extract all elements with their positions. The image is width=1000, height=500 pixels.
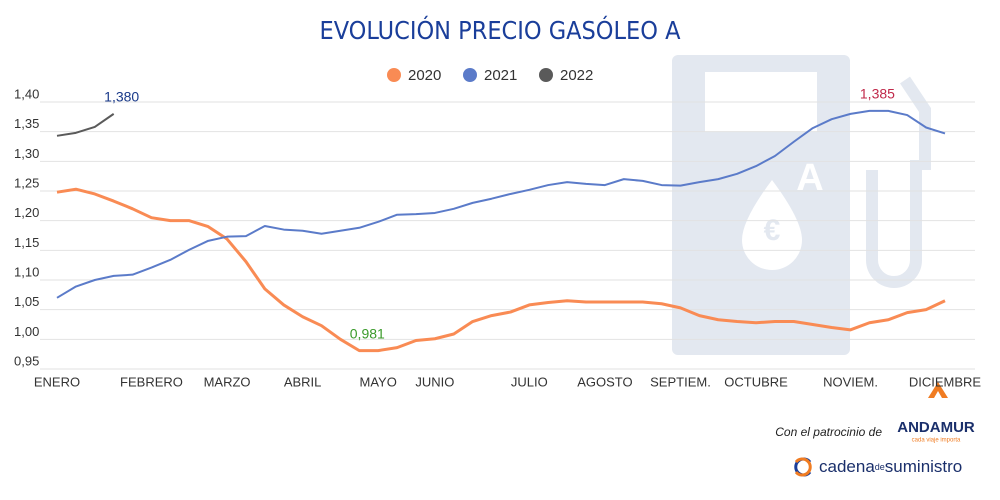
sponsor-tagline: cada viaje importa — [912, 438, 961, 444]
x-tick-label: FEBRERO — [120, 374, 183, 389]
sponsor-name: ANDAMUR — [897, 419, 975, 436]
brand-part: cadena — [819, 457, 875, 476]
x-tick-label: OCTUBRE — [724, 374, 788, 389]
y-tick-label: 0,95 — [14, 353, 39, 368]
y-tick-label: 1,05 — [14, 294, 39, 309]
legend-swatch — [539, 68, 553, 82]
x-tick-label: ABRIL — [284, 374, 322, 389]
x-tick-label: MAYO — [360, 374, 397, 389]
value-label: 0,981 — [350, 325, 385, 341]
value-label: 1,385 — [860, 86, 895, 102]
x-tick-label: JULIO — [511, 374, 548, 389]
legend-label: 2021 — [484, 67, 517, 84]
x-tick-label: NOVIEM. — [823, 374, 878, 389]
legend-swatch — [387, 68, 401, 82]
legend-label: 2022 — [560, 67, 593, 84]
x-tick-label: SEPTIEM. — [650, 374, 711, 389]
x-tick-label: AGOSTO — [577, 374, 632, 389]
y-tick-label: 1,10 — [14, 264, 39, 279]
x-tick-label: ENERO — [34, 374, 80, 389]
footer: Con el patrocinio de ANDAMUR cada viaje … — [775, 382, 975, 477]
y-tick-label: 1,15 — [14, 235, 39, 250]
chart-title: EVOLUCIÓN PRECIO GASÓLEO A — [320, 15, 682, 45]
y-tick-label: 1,20 — [14, 205, 39, 220]
y-tick-label: 1,30 — [14, 146, 39, 161]
x-tick-label: JUNIO — [415, 374, 454, 389]
y-tick-label: 1,25 — [14, 175, 39, 190]
y-tick-label: 1,40 — [14, 86, 39, 101]
brand-text: cadenadesuministro — [819, 457, 962, 476]
legend-swatch — [463, 68, 477, 82]
x-tick-label: DICIEMBRE — [909, 374, 982, 389]
value-label: 1,380 — [104, 89, 139, 105]
x-tick-label: MARZO — [204, 374, 251, 389]
svg-text:A: A — [796, 157, 823, 199]
sponsor-text: Con el patrocinio de — [775, 425, 882, 439]
y-tick-label: 1,00 — [14, 324, 39, 339]
line-2022 — [56, 113, 115, 137]
line-2020 — [56, 187, 946, 353]
brand-part: de — [875, 462, 885, 472]
sponsor-logo — [928, 382, 948, 398]
brand-part: suministro — [885, 457, 962, 476]
line-2021 — [56, 109, 946, 299]
legend-label: 2020 — [408, 67, 441, 84]
svg-text:€: € — [764, 214, 781, 247]
y-tick-label: 1,35 — [14, 116, 39, 131]
brand-logo — [794, 457, 812, 477]
